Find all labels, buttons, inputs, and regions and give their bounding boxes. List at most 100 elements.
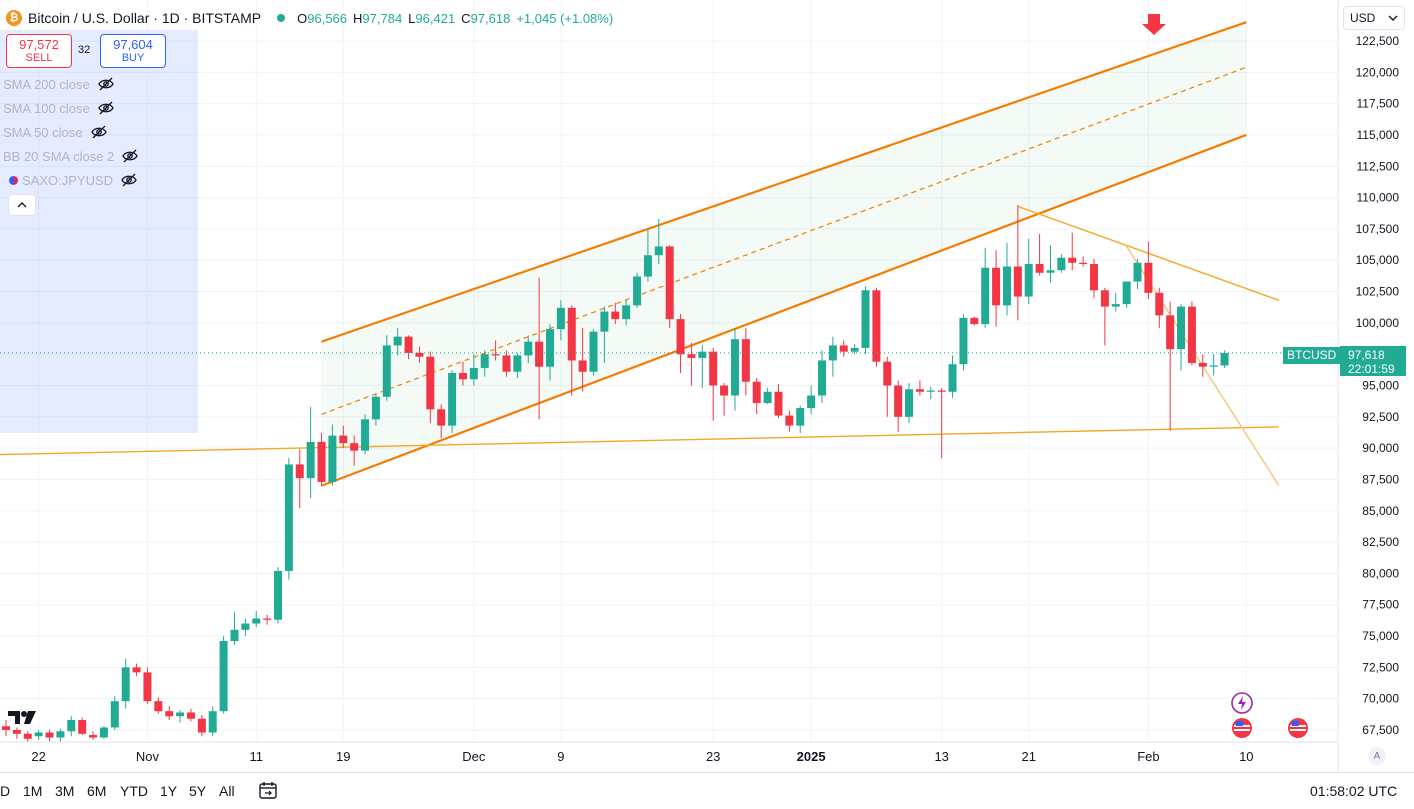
buy-label: BUY [121,52,145,64]
candle-body [371,396,380,420]
candle [1166,301,1175,431]
candle-body [589,331,598,372]
candle [665,245,674,328]
candle-body [1177,306,1186,350]
candle [176,709,185,723]
trendlines [0,21,1280,487]
indicator-bb20[interactable]: BB 20 SMA close 2 [3,146,139,166]
candle-body [404,336,413,353]
candle [1068,232,1077,271]
sell-signal-arrow-icon [1142,14,1166,35]
price-axis: 122,500 120,000 117,500 115,000 112,500 110,0… [1337,0,1400,772]
eye-hidden-icon[interactable] [121,173,137,187]
indicator-saxo-jpyusd[interactable]: SAXO:JPYUSD [3,170,137,190]
eye-hidden-icon[interactable] [90,125,107,139]
indicator-label: SMA 50 close [3,124,83,140]
candle-body [2,726,10,730]
bottom-toolbar: D 1M 3M 6M YTD 1Y 5Y All 01:58:02 UTC [0,772,1414,809]
candle-body [883,361,892,386]
candle-body [763,391,772,404]
candle [371,394,380,426]
candle [12,727,21,739]
range-1y-button[interactable]: 1Y [160,783,178,799]
candle [709,347,718,421]
symbol-header[interactable]: ₿ Bitcoin / U.S. Dollar · 1D · BITSTAMP … [6,8,613,28]
candle-body [186,712,195,719]
indicator-sma100[interactable]: SMA 100 close [3,98,114,118]
candle-body [306,441,315,479]
candle-body [230,629,239,642]
candle [208,706,217,737]
trendline-channel-lower [321,133,1247,487]
eye-hidden-icon[interactable] [97,101,114,115]
candle [284,458,293,580]
candle-body [959,317,968,365]
candle [1133,258,1142,290]
us-flag-event-icon[interactable] [1286,716,1310,740]
symbol-title[interactable]: Bitcoin / U.S. Dollar · 1D · BITSTAMP [28,10,262,26]
candle-body [709,351,718,386]
candle-body [915,389,924,392]
candle [339,425,348,449]
candle-body [894,385,903,417]
tradingview-logo[interactable] [8,708,42,731]
us-flag-event-icon[interactable] [1230,716,1254,740]
candle-body [970,317,979,325]
bitcoin-icon: ₿ [6,10,22,26]
collapse-indicators-button[interactable] [8,194,36,216]
candle [1090,258,1098,298]
candle-body [78,719,87,734]
candle-body [937,390,946,392]
sell-button[interactable]: 97,572 SELL [6,34,72,68]
candle [752,377,761,415]
range-6m-button[interactable]: 6M [87,783,107,799]
range-1d-button[interactable]: D [0,783,11,799]
range-5y-button[interactable]: 5Y [189,783,207,799]
candle [110,696,119,730]
candle [361,414,370,455]
candle-body [480,354,489,368]
price-tick-label: 100,000 [1356,316,1400,330]
candle [241,618,250,637]
candle [524,335,533,363]
candle-body [730,339,739,396]
candle [861,286,870,355]
candle [382,335,391,401]
candle-body [197,718,206,733]
indicator-sma50[interactable]: SMA 50 close [3,122,107,142]
price-tick-label: 107,500 [1356,222,1400,236]
buy-button[interactable]: 97,604 BUY [100,34,166,68]
utc-clock[interactable]: 01:58:02 UTC [1310,783,1398,799]
auto-scale-button[interactable]: A [1368,747,1386,765]
candle-body [219,641,228,712]
candle [1209,354,1218,376]
candle [818,350,826,404]
candle [393,327,402,356]
eye-hidden-icon[interactable] [97,77,114,91]
candle-body [1122,281,1131,305]
candle [937,388,946,459]
range-all-button[interactable]: All [219,783,235,799]
sell-price: 97,572 [19,37,59,52]
eye-hidden-icon[interactable] [122,149,139,163]
candle [67,716,76,737]
candle [676,314,685,373]
price-tick-label: 75,000 [1362,629,1399,643]
range-1m-button[interactable]: 1M [23,783,43,799]
candle-body [99,727,108,738]
candle [1198,354,1207,377]
candle-body [752,381,761,404]
range-3m-button[interactable]: 3M [55,783,75,799]
candle-body [252,618,261,624]
candle [1079,256,1088,267]
candle-body [448,372,457,426]
candle-body [1035,263,1044,273]
calendar-goto-icon[interactable] [258,780,278,800]
range-ytd-button[interactable]: YTD [120,783,148,799]
news-event-icon[interactable] [1230,691,1254,715]
currency-select[interactable]: USD [1343,6,1405,30]
candle-body [415,352,424,357]
candle-body [328,435,337,482]
indicator-sma200[interactable]: SMA 200 close [3,74,114,94]
